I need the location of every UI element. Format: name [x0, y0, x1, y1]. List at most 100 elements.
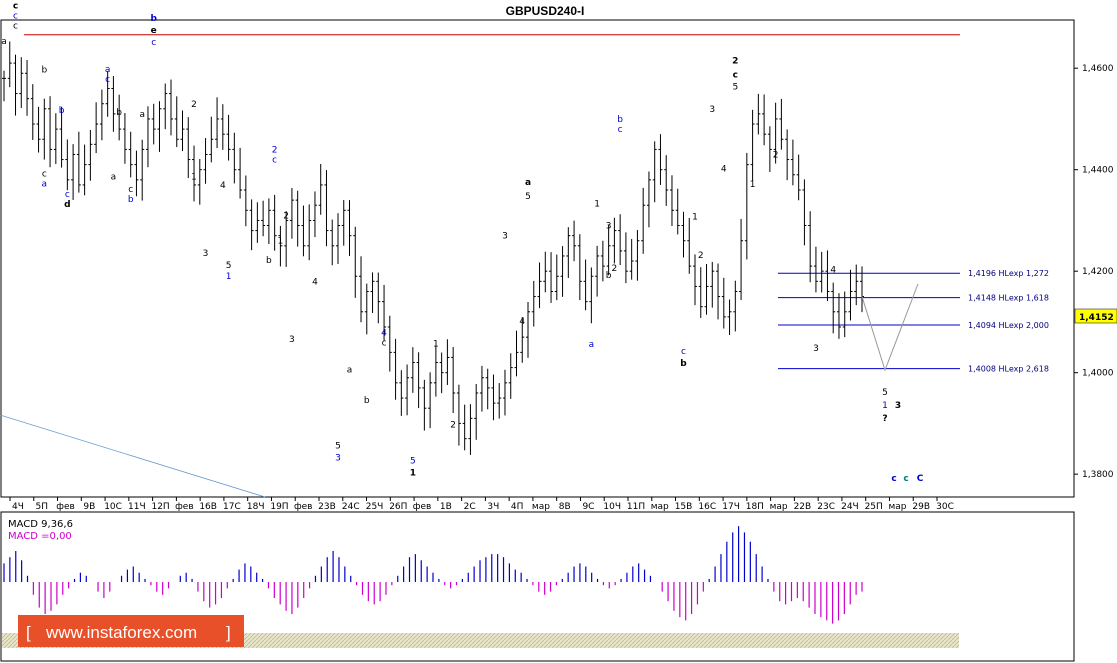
wave-label: c	[13, 2, 18, 12]
x-tick-label: 26П	[389, 502, 407, 512]
wave-label: 1	[278, 237, 284, 247]
wave-label: c	[733, 71, 738, 81]
wave-label: 3	[606, 222, 612, 232]
wave-label: a	[111, 173, 117, 183]
wave-label: a	[347, 366, 353, 376]
x-tick-label: мар	[888, 502, 906, 512]
wave-label: c	[618, 125, 623, 135]
chart-title: GBPUSD240-I	[506, 4, 585, 18]
wave-label: b	[266, 256, 272, 266]
wave-label: 1	[226, 272, 232, 282]
x-tick-label: 16В	[199, 502, 217, 512]
wave-label: 4	[830, 265, 836, 275]
wave-label: e	[151, 26, 157, 36]
wave-label: 4	[721, 165, 727, 175]
wave-label: 4	[519, 317, 525, 327]
wave-label: c	[13, 12, 18, 22]
y-tick-label: 1,4200	[1082, 267, 1114, 277]
wave-label: 1	[410, 468, 416, 478]
x-tick-label: 2С	[464, 502, 476, 512]
x-tick-label: 10С	[104, 502, 122, 512]
wave-label: a	[1, 37, 7, 47]
x-tick-label: 29В	[912, 502, 930, 512]
x-tick-label: 11П	[627, 502, 645, 512]
wave-label: 1	[191, 173, 197, 183]
future-wave-label: ?	[882, 414, 887, 424]
wave-label: 2	[272, 146, 278, 156]
wave-label: c	[13, 22, 18, 32]
x-tick-label: 11Ч	[128, 502, 146, 512]
x-tick-label: мар	[770, 502, 788, 512]
wave-label: b	[41, 65, 47, 75]
wave-label: 3	[709, 105, 715, 115]
fib-levels: 1,4196 HLexp 1,272 1,4148 HLexp 1,618 1,40…	[778, 269, 1049, 374]
x-tick-label: 1В	[440, 502, 452, 512]
y-tick-label: 1,4400	[1082, 166, 1114, 176]
wave-label: a	[105, 65, 111, 75]
x-tick-label: мар	[532, 502, 550, 512]
current-price-value: 1,4152	[1079, 313, 1114, 323]
wave-label: c	[382, 338, 387, 348]
wave-label: a	[42, 180, 48, 190]
wave-label: c	[151, 38, 156, 48]
brand-text: www.instaforex.com	[45, 623, 197, 642]
wave-label: 5	[410, 456, 416, 466]
price-bars	[2, 41, 864, 455]
macd-value: MACD =0,00	[8, 531, 72, 542]
level-label: 1,4196 HLexp 1,272	[968, 269, 1049, 278]
level-label: 1,4148 HLexp 1,618	[968, 294, 1049, 303]
wave-label: 4	[220, 181, 226, 191]
x-tick-label: фев	[56, 502, 75, 512]
macd-params: MACD 9,36,6	[8, 519, 73, 530]
x-tick-label: 19П	[270, 502, 288, 512]
wave-label: c	[128, 185, 133, 195]
x-tick-label: 17С	[223, 502, 241, 512]
x-tick-label: 9С	[582, 502, 594, 512]
wave-label: c	[42, 170, 47, 180]
wave-label: 5	[226, 261, 232, 271]
x-tick-label: 8В	[559, 502, 571, 512]
x-tick-label: 9В	[83, 502, 95, 512]
brand-bracket-right: ]	[226, 623, 231, 642]
x-tick-label: 12П	[151, 502, 169, 512]
wave-label: 3	[289, 335, 295, 345]
future-wave-label: c	[891, 474, 896, 484]
wave-label: 2	[191, 100, 197, 110]
y-tick-label: 1,4000	[1082, 369, 1114, 379]
x-tick-label: 23В	[318, 502, 336, 512]
x-tick-label: 25Ч	[366, 502, 384, 512]
x-tick-label: мар	[651, 502, 669, 512]
wave-label: d	[64, 200, 70, 210]
wave-label: 1	[692, 213, 698, 223]
x-tick-label: 24Ч	[841, 502, 859, 512]
x-tick-label: 30С	[936, 502, 954, 512]
wave-labels: cccabbcacdacbacbbeca2143512c12b43a4cb531…	[1, 2, 923, 484]
wave-label: c	[65, 190, 70, 200]
wave-label: 2	[773, 151, 779, 161]
wave-label: b	[364, 396, 370, 406]
x-tick-label: 25П	[865, 502, 883, 512]
x-tick-label: 17Ч	[722, 502, 740, 512]
wave-label: 3	[813, 344, 819, 354]
future-wave-label: 3	[895, 401, 901, 411]
x-tick-label: 4П	[511, 502, 524, 512]
wave-label: 2	[450, 420, 456, 430]
level-label: 1,4094 HLexp 2,000	[968, 321, 1049, 330]
wave-label: 5	[732, 83, 738, 93]
x-tick-label: 23С	[817, 502, 835, 512]
wave-label: 3	[335, 454, 341, 464]
time-axis: 4Ч 5П фев 9В 10С 11Ч 12П фев 16В 17С 18Ч 19П фев 23В 2…	[9, 497, 954, 512]
wave-label: 3	[502, 232, 508, 242]
wave-label: a	[139, 110, 145, 120]
future-wave-label: 1	[882, 401, 888, 411]
wave-label: 4	[381, 328, 387, 338]
future-wave-label: C	[917, 474, 924, 484]
future-wave-label: 5	[882, 388, 888, 398]
wave-label: 1	[594, 199, 600, 209]
projection-line	[861, 283, 919, 372]
wave-label: b	[606, 271, 612, 281]
x-tick-label: 15В	[675, 502, 693, 512]
y-tick-label: 1,3800	[1082, 470, 1114, 480]
x-tick-label: 10Ч	[603, 502, 621, 512]
